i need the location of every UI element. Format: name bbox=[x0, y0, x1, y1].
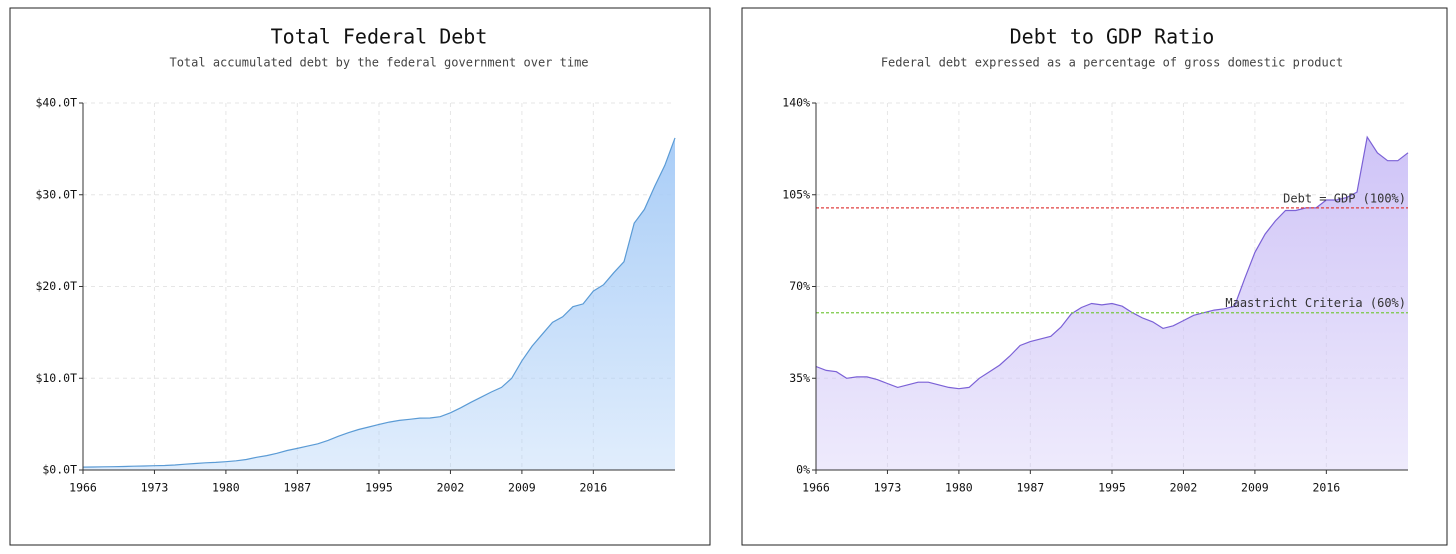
x-tick-label: 1980 bbox=[212, 481, 240, 495]
x-tick-label: 1966 bbox=[802, 481, 830, 495]
reference-label: Debt = GDP (100%) bbox=[1283, 191, 1406, 205]
chart-subtitle: Total accumulated debt by the federal go… bbox=[169, 56, 588, 70]
x-tick-label: 2009 bbox=[1241, 481, 1269, 495]
x-tick-label: 1995 bbox=[1098, 481, 1126, 495]
y-tick-label: 70% bbox=[789, 279, 810, 293]
y-tick-label: $10.0T bbox=[35, 371, 77, 385]
x-tick-label: 1995 bbox=[365, 481, 393, 495]
area-line bbox=[82, 137, 676, 468]
x-tick-label: 1980 bbox=[945, 481, 973, 495]
x-tick-label: 2016 bbox=[579, 481, 607, 495]
y-tick-label: $30.0T bbox=[35, 187, 77, 201]
x-tick-label: 1987 bbox=[1016, 481, 1044, 495]
chart-title: Total Federal Debt bbox=[271, 25, 488, 49]
reference-label: Maastricht Criteria (60%) bbox=[1225, 296, 1406, 310]
y-tick-label: 105% bbox=[782, 187, 810, 201]
area-line bbox=[815, 135, 1409, 390]
y-tick-label: $0.0T bbox=[42, 463, 77, 477]
x-tick-label: 1973 bbox=[874, 481, 902, 495]
x-tick-label: 2016 bbox=[1312, 481, 1340, 495]
x-tick-label: 2009 bbox=[508, 481, 536, 495]
area-fill bbox=[83, 137, 675, 470]
x-tick-label: 1987 bbox=[283, 481, 311, 495]
y-tick-label: $20.0T bbox=[35, 279, 77, 293]
x-tick-label: 2002 bbox=[1170, 481, 1198, 495]
chart-title: Debt to GDP Ratio bbox=[1010, 25, 1215, 49]
chart-subtitle: Federal debt expressed as a percentage o… bbox=[881, 56, 1343, 70]
y-tick-label: 35% bbox=[789, 371, 810, 385]
x-tick-label: 1973 bbox=[141, 481, 169, 495]
x-tick-label: 1966 bbox=[69, 481, 97, 495]
y-tick-label: 140% bbox=[782, 96, 810, 110]
y-tick-label: 0% bbox=[796, 463, 810, 477]
x-tick-label: 2002 bbox=[437, 481, 465, 495]
y-tick-label: $40.0T bbox=[35, 96, 77, 110]
